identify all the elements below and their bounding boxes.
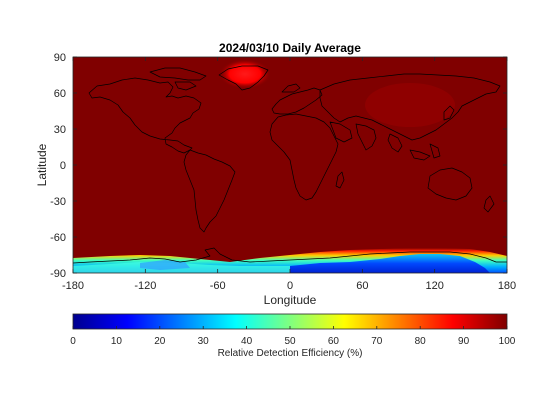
colorbar-label: Relative Detection Efficiency (%) [218, 348, 363, 359]
coast-greenland [218, 65, 269, 91]
y-tick-label: 60 [54, 88, 66, 100]
y-axis-ticks: 90 60 30 0 -30 -60 -90 [50, 52, 507, 280]
coast-india [355, 123, 377, 151]
map-background-field [73, 57, 507, 273]
coastlines [73, 65, 507, 264]
y-tick-label: 90 [54, 52, 66, 64]
colorbar-tick-label: 60 [328, 336, 340, 347]
coast-new-zealand [483, 195, 495, 213]
x-tick-label: 120 [425, 280, 443, 292]
x-axis-label: Longitude [264, 293, 317, 307]
x-axis-ticks: -180 -120 -60 0 60 120 180 [62, 57, 516, 292]
colorbar-tick-label: 20 [154, 336, 166, 347]
y-tick-label: -90 [50, 268, 66, 280]
y-tick-label: 30 [54, 124, 66, 136]
coast-japan [443, 105, 455, 121]
antarctic-low-region [290, 254, 490, 273]
coast-south-america [183, 149, 236, 233]
greenland-low-region [219, 59, 271, 89]
coast-north-america [88, 77, 202, 154]
colorbar: 0 10 20 30 40 50 60 70 80 90 100 Relative Detectio… [70, 313, 516, 359]
x-tick-label: -120 [134, 280, 156, 292]
coast-arctic-islands [149, 67, 207, 91]
colorbar-tick-label: 100 [499, 336, 516, 347]
asia-lighter-region [365, 83, 455, 127]
coast-australia [427, 167, 473, 201]
colorbar-ticks: 0 10 20 30 40 50 60 70 80 90 100 [70, 326, 516, 347]
coast-africa [269, 113, 339, 201]
x-tick-label: 60 [356, 280, 368, 292]
colorbar-tick-label: 30 [198, 336, 210, 347]
x-tick-label: 180 [498, 280, 516, 292]
coast-madagascar [335, 171, 345, 189]
colorbar-tick-label: 40 [241, 336, 253, 347]
x-tick-label: -60 [210, 280, 226, 292]
colorbar-tick-label: 90 [458, 336, 470, 347]
colorbar-tick-label: 50 [284, 336, 296, 347]
coast-arabia [329, 121, 353, 143]
colorbar-tick-label: 10 [111, 336, 123, 347]
y-axis-label: Latitude [35, 143, 49, 186]
y-tick-label: -30 [50, 196, 66, 208]
x-tick-label: -180 [62, 280, 84, 292]
antarctic-ross-sea-blue [140, 260, 190, 270]
coast-europe [271, 83, 323, 115]
y-tick-label: 0 [60, 160, 66, 172]
map-title: 2024/03/10 Daily Average [219, 41, 361, 55]
coast-asia [319, 73, 501, 141]
colorbar-tick-label: 80 [415, 336, 427, 347]
y-tick-label: -60 [50, 232, 66, 244]
coast-southeast-asia [387, 133, 441, 161]
colorbar-tick-label: 0 [70, 336, 76, 347]
x-tick-label: 0 [287, 280, 293, 292]
coast-antarctica [73, 247, 507, 264]
map-plot-area [72, 56, 508, 274]
colorbar-tick-label: 70 [371, 336, 383, 347]
